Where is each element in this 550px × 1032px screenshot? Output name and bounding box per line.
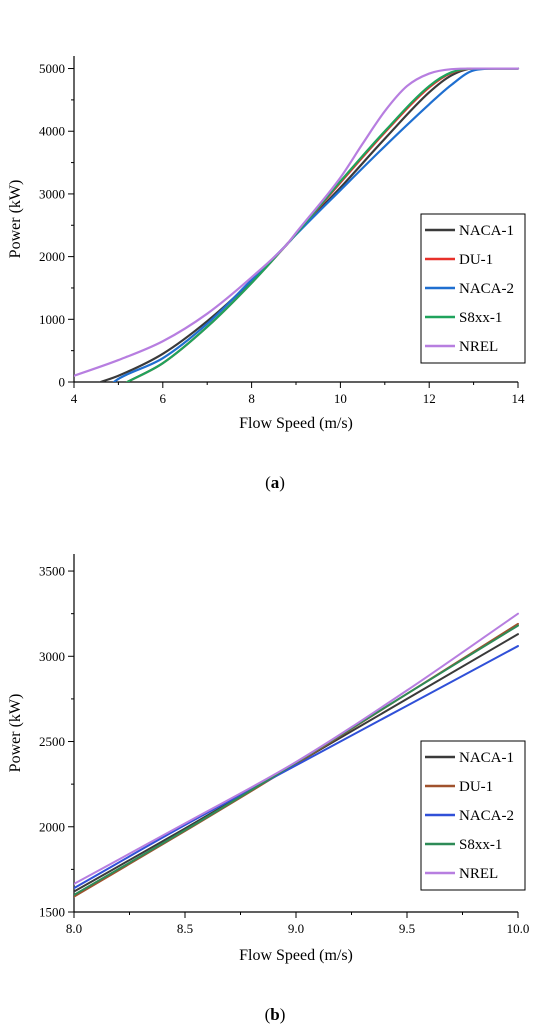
y-axis-label: Power (kW) — [7, 180, 24, 259]
x-tick-label: 6 — [160, 391, 167, 406]
chart-panel-b: 8.0 8.5 9.0 9.5 10.0 1500 2000 2500 3000 3500 NAC… — [7, 554, 529, 1024]
legend-label-naca-2: NACA-2 — [459, 808, 514, 824]
x-tick-label: 8.0 — [66, 921, 82, 936]
series-line-naca-2 — [112, 67, 520, 382]
series-line-nrel — [74, 612, 519, 885]
x-tick-label: 14 — [512, 391, 526, 406]
panel-label: (b) — [265, 1005, 286, 1024]
legend — [420, 213, 526, 364]
x-tick-label: 9.0 — [288, 921, 304, 936]
legend-label-s8xx-1: S8xx-1 — [459, 837, 502, 853]
x-axis-label: Flow Speed (m/s) — [239, 415, 353, 432]
x-axis-label: Flow Speed (m/s) — [239, 947, 353, 964]
y-tick-label: 2000 — [39, 249, 65, 264]
y-tick-label: 3000 — [39, 649, 65, 664]
axes: 4 6 8 10 12 14 0 1000 2000 3000 4000 5000 — [39, 56, 526, 406]
x-tick-label: 8.5 — [177, 921, 193, 936]
y-tick-label: 2500 — [39, 734, 65, 749]
x-tick-label: 4 — [71, 391, 78, 406]
x-tick-label: 10.0 — [507, 921, 530, 936]
y-tick-label: 3000 — [39, 186, 65, 201]
y-tick-label: 2000 — [39, 819, 65, 834]
x-tick-label: 8 — [248, 391, 255, 406]
legend-label-naca-1: NACA-1 — [459, 750, 514, 766]
panel-label: (a) — [265, 473, 285, 492]
y-tick-label: 5000 — [39, 61, 65, 76]
legend-label-nrel: NREL — [459, 339, 498, 355]
x-tick-label: 9.5 — [399, 921, 415, 936]
legend-label-naca-2: NACA-2 — [459, 281, 514, 297]
legend-label-nrel: NREL — [459, 866, 498, 882]
legend-label-du-1: DU-1 — [459, 779, 493, 795]
legend-label-s8xx-1: S8xx-1 — [459, 310, 502, 326]
y-tick-label: 0 — [59, 375, 66, 390]
series-line-naca-2 — [74, 645, 519, 890]
legend-label-naca-1: NACA-1 — [459, 223, 514, 239]
chart-panel-a: 4 6 8 10 12 14 0 1000 2000 3000 4000 5000 NACA-1 DU… — [7, 56, 526, 492]
y-axis-label: Power (kW) — [7, 694, 24, 773]
y-tick-label: 4000 — [39, 124, 65, 139]
legend — [420, 740, 526, 891]
y-tick-label: 3500 — [39, 564, 65, 579]
series-line-nrel — [74, 67, 520, 377]
series-lines — [74, 612, 519, 898]
y-tick-label: 1500 — [39, 905, 65, 920]
legend-label-du-1: DU-1 — [459, 252, 493, 268]
x-tick-label: 10 — [334, 391, 347, 406]
axes: 8.0 8.5 9.0 9.5 10.0 1500 2000 2500 3000 3500 — [39, 554, 529, 936]
x-tick-label: 12 — [423, 391, 436, 406]
series-lines — [74, 67, 520, 382]
y-tick-label: 1000 — [39, 312, 65, 327]
